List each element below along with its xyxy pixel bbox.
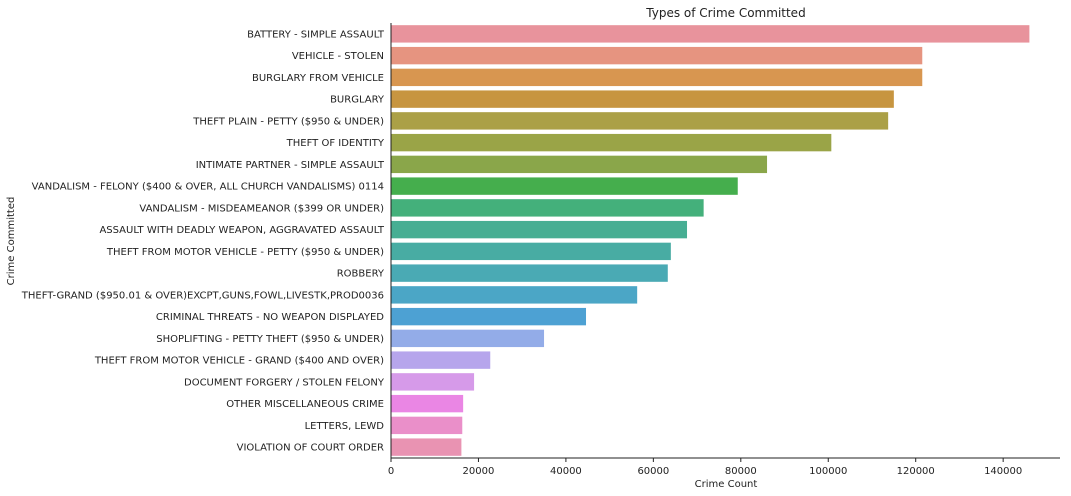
- bar: [391, 438, 462, 456]
- bar: [391, 155, 768, 174]
- category-label: BURGLARY: [330, 95, 385, 106]
- category-label: DOCUMENT FORGERY / STOLEN FELONY: [184, 377, 385, 388]
- category-label: VANDALISM - FELONY ($400 & OVER, ALL CHU…: [32, 182, 384, 193]
- bar: [391, 416, 463, 435]
- bar: [391, 286, 638, 304]
- bar: [391, 25, 1030, 43]
- bar: [391, 394, 464, 413]
- bar: [391, 220, 688, 239]
- bar: [391, 90, 894, 108]
- bar: [391, 112, 889, 130]
- category-label: INTIMATE PARTNER - SIMPLE ASSAULT: [196, 160, 385, 171]
- bar: [391, 199, 704, 217]
- bar: [391, 133, 832, 152]
- x-axis-ticks: 0 20000 40000 60000 80000 100000 120000 140000: [388, 458, 1022, 477]
- category-label: THEFT-GRAND ($950.01 & OVER)EXCPT,GUNS,F…: [21, 290, 384, 301]
- category-label: VANDALISM - MISDEAMEANOR ($399 OR UNDER): [139, 203, 384, 214]
- bar: [391, 307, 587, 326]
- category-label: ASSAULT WITH DEADLY WEAPON, AGGRAVATED A…: [99, 225, 384, 236]
- category-label: THEFT PLAIN - PETTY ($950 & UNDER): [192, 116, 384, 127]
- x-tick-label: 40000: [550, 466, 582, 477]
- bar: [391, 351, 491, 369]
- y-axis-title: Crime Committed: [6, 197, 17, 286]
- bar: [391, 242, 671, 261]
- x-tick-label: 60000: [637, 466, 669, 477]
- category-label: THEFT FROM MOTOR VEHICLE - PETTY ($950 &…: [106, 247, 384, 258]
- bar: [391, 46, 923, 65]
- x-tick-label: 120000: [897, 466, 935, 477]
- category-label: SHOPLIFTING - PETTY THEFT ($950 & UNDER): [156, 334, 384, 345]
- category-label: ROBBERY: [337, 269, 385, 280]
- category-label: THEFT OF IDENTITY: [286, 138, 385, 149]
- x-tick-label: 0: [388, 466, 394, 477]
- bar: [391, 373, 475, 391]
- bar: [391, 264, 668, 282]
- category-label: LETTERS, LEWD: [305, 421, 385, 432]
- x-axis-title: Crime Count: [695, 479, 758, 490]
- x-tick-label: 140000: [984, 466, 1022, 477]
- category-label: VIOLATION OF COURT ORDER: [237, 443, 384, 454]
- chart-title: Types of Crime Committed: [645, 6, 805, 20]
- bars-group: [391, 25, 1030, 456]
- category-label: CRIMINAL THREATS - NO WEAPON DISPLAYED: [156, 312, 384, 323]
- x-tick-label: 20000: [463, 466, 495, 477]
- bar: [391, 177, 738, 195]
- category-labels: BATTERY - SIMPLE ASSAULT VEHICLE - STOLEN…: [21, 29, 385, 453]
- category-label: BURGLARY FROM VEHICLE: [252, 73, 384, 84]
- category-label: BATTERY - SIMPLE ASSAULT: [247, 29, 385, 40]
- x-tick-label: 100000: [809, 466, 847, 477]
- x-tick-label: 80000: [725, 466, 757, 477]
- category-label: VEHICLE - STOLEN: [292, 51, 384, 62]
- bar: [391, 329, 545, 348]
- category-label: OTHER MISCELLANEOUS CRIME: [226, 399, 384, 410]
- category-label: THEFT FROM MOTOR VEHICLE - GRAND ($400 A…: [94, 356, 384, 367]
- bar: [391, 68, 923, 87]
